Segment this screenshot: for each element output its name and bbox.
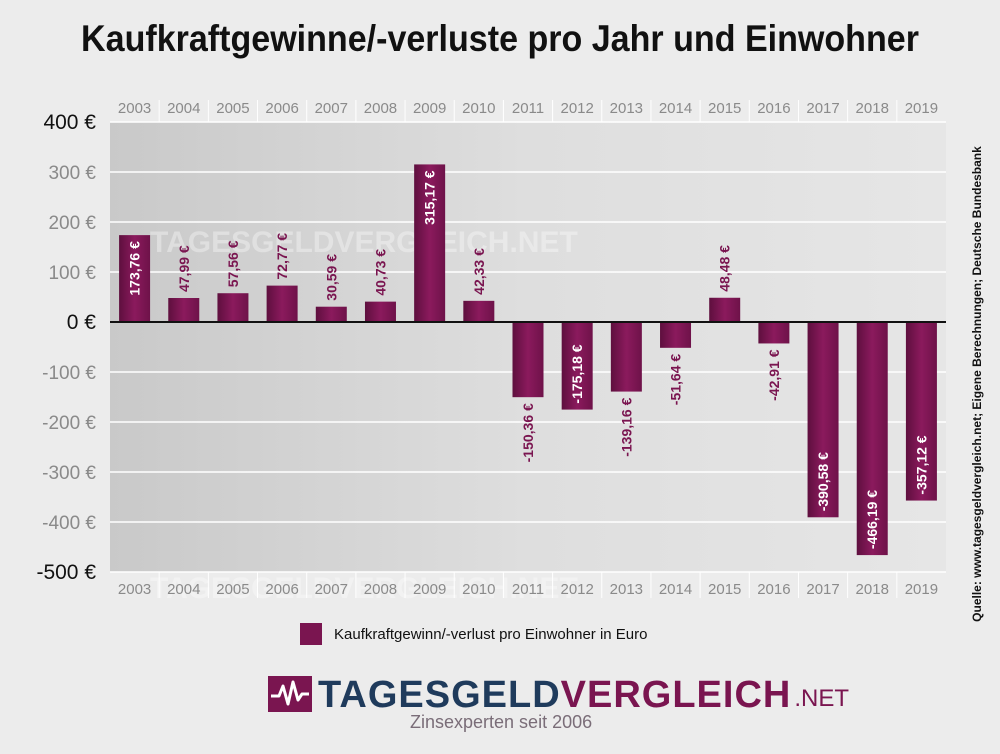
x-tick-label-top: 2013 <box>610 100 643 117</box>
x-tick-label-top: 2014 <box>659 100 692 117</box>
brand-name: TAGESGELDVERGLEICH <box>318 674 792 716</box>
y-tick-label: -100 € <box>42 363 96 384</box>
bar-2010[interactable] <box>463 300 495 322</box>
bar-2017[interactable] <box>807 322 839 518</box>
x-tick-label-top: 2006 <box>265 100 298 117</box>
x-tick-label: 2003 <box>118 581 151 598</box>
watermark-text: TAGESGELDVERGLEICH.NET <box>150 572 578 605</box>
x-tick-label-top: 2007 <box>315 100 348 117</box>
watermark-text: TAGESGELDVERGLEICH.NET <box>150 226 578 259</box>
x-tick-label: 2004 <box>167 581 200 598</box>
source-note: Quelle: www.tagesgeldvergleich.net; Eige… <box>970 146 984 622</box>
value-label: -42,91 € <box>766 349 782 401</box>
value-label: 47,99 € <box>176 245 192 292</box>
x-tick-label: 2013 <box>610 581 643 598</box>
value-label: 315,17 € <box>422 170 438 225</box>
x-tick-label-top: 2004 <box>167 100 200 117</box>
x-tick-label-top: 2008 <box>364 100 397 117</box>
x-tick-label: 2007 <box>315 581 348 598</box>
value-label: -51,64 € <box>668 354 684 406</box>
x-tick-label: 2018 <box>856 581 889 598</box>
value-label: -139,16 € <box>618 397 634 456</box>
x-tick-label: 2012 <box>560 581 593 598</box>
bars <box>110 164 946 556</box>
x-tick-label-top: 2019 <box>905 100 938 117</box>
value-label: 173,76 € <box>127 241 143 296</box>
x-tick-label: 2009 <box>413 581 446 598</box>
value-label: -357,12 € <box>913 435 929 494</box>
y-tick-label: 100 € <box>48 263 96 284</box>
bar-2014[interactable] <box>660 322 692 348</box>
x-tick-label-top: 2005 <box>216 100 249 117</box>
value-label: -466,19 € <box>864 490 880 549</box>
y-axis: 400 € 300 € 200 € 100 € 0 € -100 € -200 € -300 … <box>36 111 96 584</box>
x-tick-label-top: 2017 <box>806 100 839 117</box>
bar-2012[interactable] <box>561 322 593 410</box>
bar-2009[interactable] <box>414 164 446 322</box>
x-tick-label: 2008 <box>364 581 397 598</box>
value-label: 42,33 € <box>471 248 487 295</box>
bar-2008[interactable] <box>364 301 396 322</box>
pulse-chart-icon <box>268 676 312 712</box>
gridlines <box>110 121 946 573</box>
value-label: 72,77 € <box>274 233 290 280</box>
legend-swatch <box>300 623 322 645</box>
brand-logo[interactable]: TAGESGELDVERGLEICH .NET <box>268 672 849 716</box>
x-tick-label: 2011 <box>512 581 544 598</box>
x-tick-label-top: 2012 <box>560 100 593 117</box>
x-tick-label-top: 2010 <box>462 100 495 117</box>
value-label: 48,48 € <box>717 245 733 292</box>
bar-2004[interactable] <box>168 298 200 322</box>
bar-2018[interactable] <box>856 322 888 556</box>
y-tick-label: 300 € <box>48 163 96 184</box>
bar-2005[interactable] <box>217 293 249 322</box>
value-label: -150,36 € <box>520 403 536 462</box>
value-label: -390,58 € <box>815 452 831 511</box>
brand-tagline: Zinsexperten seit 2006 <box>410 712 593 732</box>
y-tick-label: 0 € <box>67 311 97 334</box>
x-tick-label: 2016 <box>757 581 790 598</box>
chart-title: Kaufkraftgewinne/-verluste pro Jahr und … <box>81 18 919 59</box>
x-tick-label: 2017 <box>806 581 839 598</box>
x-tick-label-top: 2003 <box>118 100 151 117</box>
x-tick-label: 2019 <box>905 581 938 598</box>
y-tick-label: 400 € <box>43 111 96 134</box>
value-label: 30,59 € <box>323 254 339 301</box>
legend-label: Kaufkraftgewinn/-verlust pro Einwohner i… <box>334 625 648 643</box>
x-tick-label: 2015 <box>708 581 741 598</box>
x-axis: 2003 2003 2004 2004 2005 2005 2006 2006 2007 2007… <box>118 100 938 598</box>
x-tick-label-top: 2009 <box>413 100 446 117</box>
y-tick-label: -200 € <box>42 413 96 434</box>
x-tick-label: 2014 <box>659 581 692 598</box>
x-tick-label-top: 2015 <box>708 100 741 117</box>
y-tick-label: 200 € <box>48 213 96 234</box>
value-label: -175,18 € <box>569 344 585 403</box>
y-tick-label: -300 € <box>42 463 96 484</box>
bar-2016[interactable] <box>758 322 790 344</box>
x-tick-label-top: 2011 <box>512 100 544 117</box>
bar-2006[interactable] <box>266 285 298 322</box>
x-tick-label: 2005 <box>216 581 249 598</box>
brand-tld: .NET <box>794 685 850 712</box>
bar-2007[interactable] <box>315 306 347 322</box>
bar-2015[interactable] <box>709 297 741 322</box>
bar-2011[interactable] <box>512 322 544 398</box>
bar-2013[interactable] <box>610 322 642 392</box>
x-tick-label-top: 2018 <box>856 100 889 117</box>
watermark-group: TAGESGELDVERGLEICH.NET TAGESGELDVERGLEICH… <box>150 226 578 605</box>
x-tick-label-top: 2016 <box>757 100 790 117</box>
x-tick-label: 2010 <box>462 581 495 598</box>
value-labels: 173,76 € 47,99 € 57,56 € 72,77 € 30,59 € 40,7… <box>127 170 930 549</box>
value-label: 57,56 € <box>225 240 241 287</box>
bar-2003[interactable] <box>119 235 151 322</box>
y-tick-label: -500 € <box>36 561 96 584</box>
value-label: 40,73 € <box>372 249 388 296</box>
legend: Kaufkraftgewinn/-verlust pro Einwohner i… <box>300 622 648 646</box>
x-tick-label: 2006 <box>265 581 298 598</box>
y-tick-label: -400 € <box>42 513 96 534</box>
bar-2019[interactable] <box>905 322 937 501</box>
